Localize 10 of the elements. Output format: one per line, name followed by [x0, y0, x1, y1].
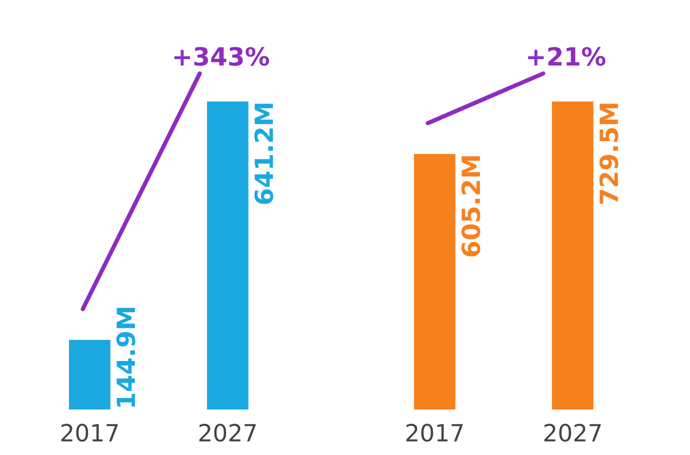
data-label: 641.2M: [254, 104, 274, 204]
data-label: 605.2M: [461, 156, 480, 256]
x-tick-label: 2027: [544, 424, 601, 442]
x-tick-label: 2027: [199, 424, 256, 442]
x-tick-label: 2017: [61, 424, 118, 442]
data-label: 729.5M: [599, 104, 618, 204]
text: +343%: [174, 46, 270, 66]
x-tick-label: 2017: [406, 424, 463, 442]
data-label: 144.9M: [116, 308, 136, 407]
text: +21%: [528, 46, 606, 66]
